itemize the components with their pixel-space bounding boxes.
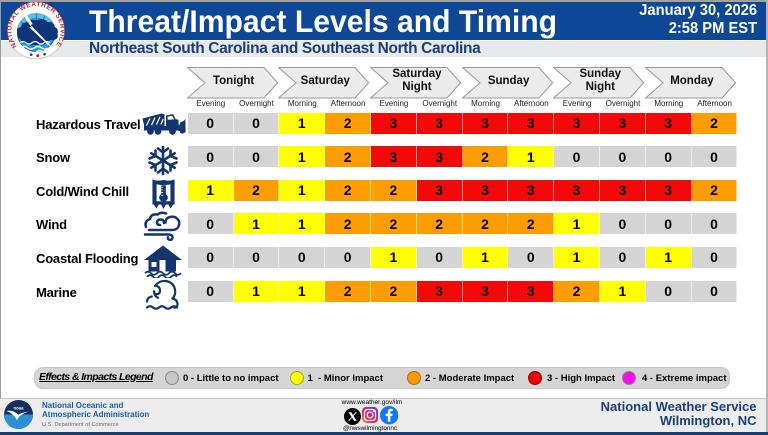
svg-text:noaa: noaa [13,406,24,411]
